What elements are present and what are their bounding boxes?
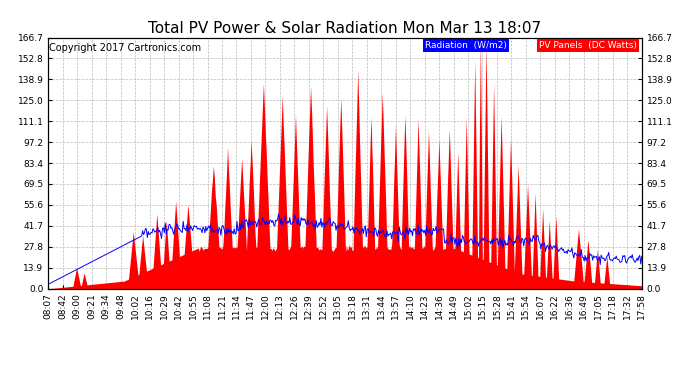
Text: PV Panels  (DC Watts): PV Panels (DC Watts) xyxy=(539,41,637,50)
Title: Total PV Power & Solar Radiation Mon Mar 13 18:07: Total PV Power & Solar Radiation Mon Mar… xyxy=(148,21,542,36)
Text: Copyright 2017 Cartronics.com: Copyright 2017 Cartronics.com xyxy=(50,42,201,52)
Text: Radiation  (W/m2): Radiation (W/m2) xyxy=(425,41,507,50)
